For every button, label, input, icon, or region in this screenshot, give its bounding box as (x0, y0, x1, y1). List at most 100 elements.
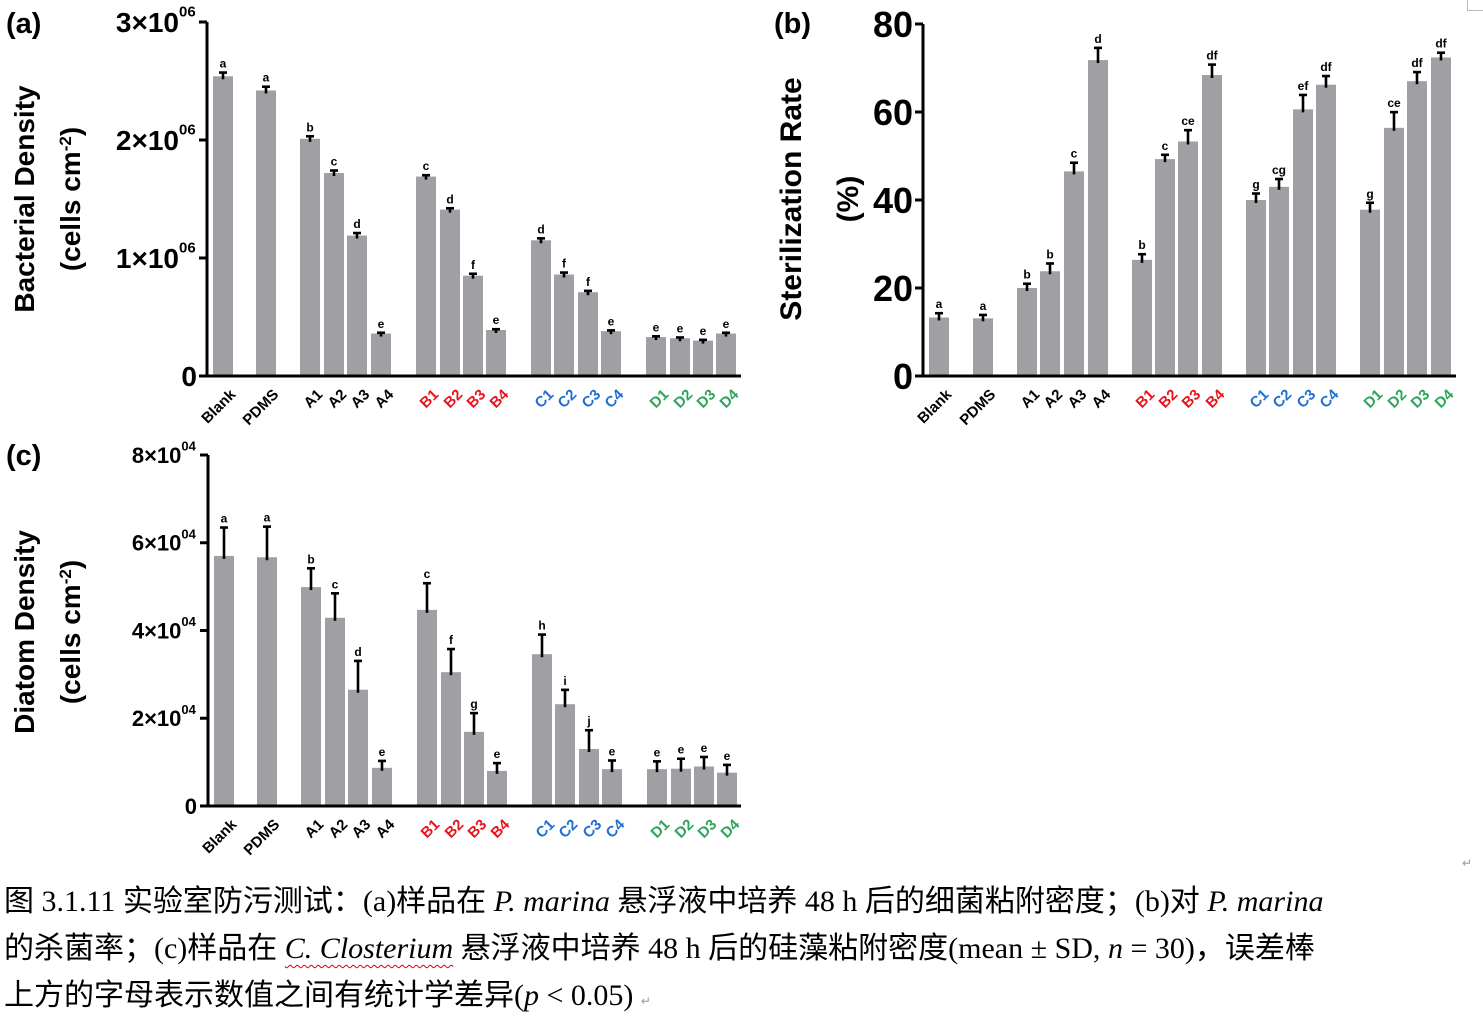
bar-B2 (440, 209, 460, 376)
x-tick-label-C1: C1 (533, 816, 559, 842)
bar-D3 (1407, 81, 1427, 376)
panel-label: (b) (774, 8, 811, 40)
bar-B3 (463, 275, 483, 376)
bar-B2 (1155, 159, 1175, 376)
bar-A4 (371, 333, 391, 376)
bar-D1 (647, 769, 667, 806)
y-tick-label: 2×10 (116, 125, 179, 156)
caption-n-symbol: n (1107, 932, 1123, 965)
bar-A4 (372, 767, 392, 806)
caption-line-1: 图 3.1.11 实验室防污测试：(a)样品在 P. marina 悬浮液中培养… (4, 878, 1474, 925)
sig-letter-B3: f (471, 258, 476, 272)
x-tick-label-C3: C3 (580, 816, 606, 842)
x-tick-label-B4: B4 (1203, 386, 1229, 412)
sig-letter-B1: c (424, 567, 431, 581)
bar-A3 (1064, 171, 1084, 376)
bar-B1 (417, 609, 437, 806)
x-tick-label-A1: A1 (301, 386, 327, 412)
sig-letter-D3: df (1411, 56, 1423, 70)
sig-letter-C2: f (562, 257, 567, 271)
y-axis-unit-label: (cells cm-2) (55, 127, 86, 271)
x-tick-label-C4: C4 (602, 386, 628, 412)
y-axis-unit-text: (%) (832, 176, 865, 223)
bar-C3 (579, 748, 599, 806)
y-tick-label: 0 (185, 794, 197, 819)
x-tick-label-D4: D4 (717, 386, 743, 412)
y-tick-exponent: 04 (181, 614, 196, 629)
bar-A1 (300, 138, 320, 376)
x-tick-label-PDMS: PDMS (241, 816, 284, 859)
sig-letter-C1: g (1252, 178, 1259, 192)
sig-letter-PDMS: a (263, 71, 270, 85)
sig-letter-B2: f (449, 633, 454, 647)
bar-B2 (441, 672, 461, 806)
x-tick-label-A1: A1 (1018, 386, 1044, 412)
y-tick-label: 0 (893, 356, 913, 397)
x-tick-label-A2: A2 (326, 816, 352, 842)
sig-letter-B4: df (1206, 49, 1218, 63)
x-tick-label-Blank: Blank (199, 816, 240, 857)
bar-PDMS (973, 318, 993, 376)
y-axis-unit-superscript: -2 (56, 136, 75, 151)
sig-letter-C4: e (608, 314, 615, 328)
x-tick-label-B3: B3 (1179, 386, 1205, 412)
y-tick-exponent: 04 (181, 702, 196, 717)
x-tick-label-D2: D2 (671, 386, 697, 412)
sig-letter-C1: d (537, 222, 544, 236)
x-tick-label-C4: C4 (603, 816, 629, 842)
x-tick-label-A3: A3 (1065, 386, 1091, 412)
y-tick-exponent: 06 (179, 121, 196, 138)
sig-letter-A4: e (379, 745, 386, 759)
x-tick-label-B1: B1 (417, 386, 443, 412)
y-axis-unit-close: ) (55, 560, 86, 569)
caption-text: < 0.05) (539, 979, 634, 1012)
bar-D4 (717, 772, 737, 806)
sig-letter-D2: e (677, 321, 684, 335)
y-tick-label: 0 (181, 361, 197, 392)
caption-text: 的杀菌率；(c)样品在 (4, 932, 285, 965)
sig-letter-A1: b (307, 552, 314, 566)
x-tick-label-D4: D4 (718, 816, 744, 842)
x-tick-label-D3: D3 (694, 386, 720, 412)
sig-letter-B1: c (423, 159, 430, 173)
caption-line-3: 上方的字母表示数值之间有统计学差异(p < 0.05) ↵ (4, 972, 1474, 1025)
sig-letter-D2: ce (1387, 96, 1401, 110)
caption-line-2: 的杀菌率；(c)样品在 C. Closterium 悬浮液中培养 48 h 后的… (4, 925, 1474, 972)
bar-A1 (301, 587, 321, 806)
bar-C1 (531, 240, 551, 376)
bar-PDMS (256, 90, 276, 376)
x-tick-label-B3: B3 (465, 816, 491, 842)
y-tick-exponent: 06 (179, 239, 196, 256)
bar-D2 (671, 768, 691, 806)
sig-letter-D3: e (700, 324, 707, 338)
sig-letter-A4: d (1094, 32, 1101, 46)
y-tick-label: 80 (873, 4, 913, 45)
bar-B3 (1178, 141, 1198, 376)
x-tick-label-D2: D2 (672, 816, 698, 842)
x-tick-label-C3: C3 (1294, 386, 1320, 412)
x-tick-label-A4: A4 (373, 816, 399, 842)
sig-letter-B3: ce (1181, 114, 1195, 128)
bar-C1 (1246, 200, 1266, 376)
bar-B4 (487, 770, 507, 806)
sig-letter-A4: e (378, 317, 385, 331)
x-tick-label-B2: B2 (442, 816, 468, 842)
y-tick-exponent: 06 (179, 3, 196, 20)
bar-D2 (670, 338, 690, 376)
bar-C3 (1293, 109, 1313, 377)
sig-letter-Blank: a (220, 57, 227, 71)
bar-C4 (601, 331, 621, 376)
sig-letter-D4: e (724, 749, 731, 763)
sig-letter-A3: d (353, 217, 360, 231)
x-tick-label-C1: C1 (532, 386, 558, 412)
sig-letter-D1: g (1366, 187, 1373, 201)
bar-C3 (578, 292, 598, 376)
sig-letter-A2: c (332, 577, 339, 591)
sig-letter-B2: d (446, 192, 453, 206)
x-tick-label-D4: D4 (1432, 386, 1458, 412)
x-tick-label-B4: B4 (487, 386, 513, 412)
figure-caption: 图 3.1.11 实验室防污测试：(a)样品在 P. marina 悬浮液中培养… (4, 878, 1474, 1025)
bar-Blank (214, 555, 234, 806)
panel-label: (c) (6, 440, 41, 472)
bar-D1 (1360, 209, 1380, 376)
